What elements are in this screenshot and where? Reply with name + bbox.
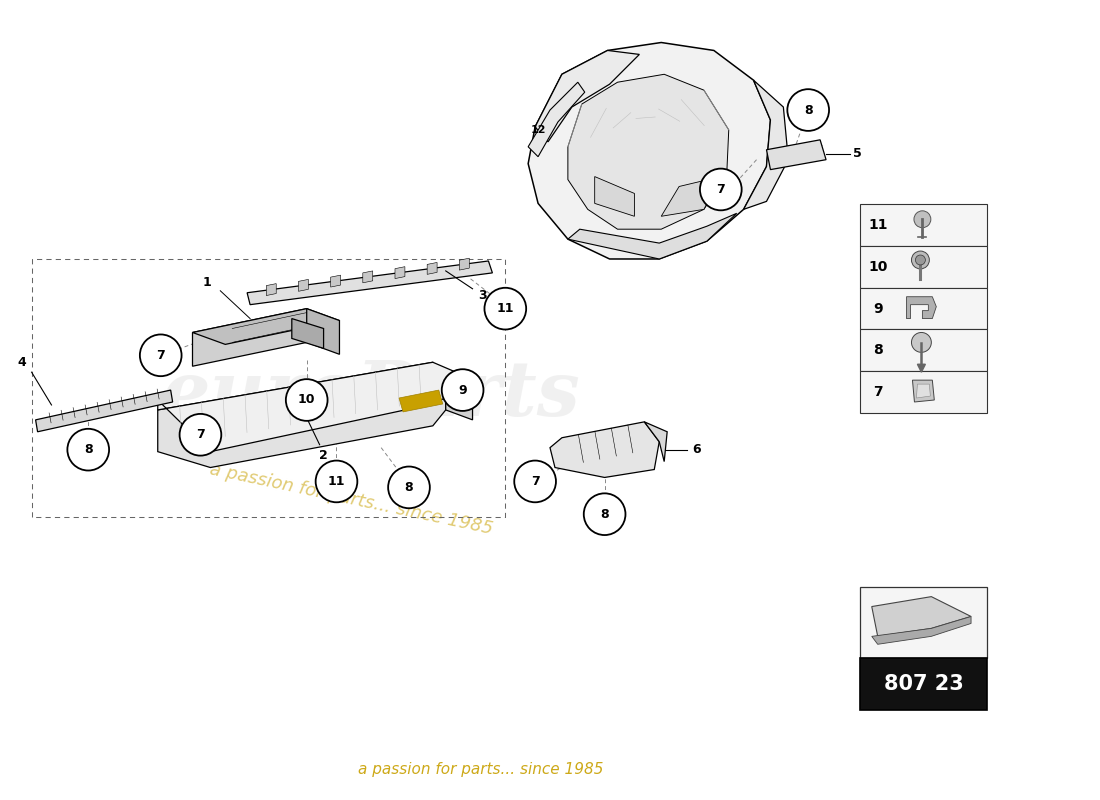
Polygon shape (906, 297, 936, 318)
Polygon shape (744, 80, 789, 210)
Text: 10: 10 (298, 394, 316, 406)
Polygon shape (528, 42, 770, 259)
Polygon shape (568, 214, 737, 259)
Circle shape (915, 255, 925, 265)
Polygon shape (595, 177, 635, 216)
Polygon shape (395, 266, 405, 278)
Circle shape (584, 494, 626, 535)
Text: 1: 1 (204, 276, 212, 290)
Polygon shape (157, 362, 461, 452)
Polygon shape (331, 275, 341, 287)
Circle shape (140, 334, 182, 376)
Polygon shape (363, 271, 373, 283)
Polygon shape (157, 362, 446, 467)
Text: 6: 6 (693, 443, 702, 456)
Circle shape (515, 461, 556, 502)
Circle shape (788, 89, 829, 131)
Polygon shape (917, 364, 925, 372)
Circle shape (179, 414, 221, 456)
Text: 7: 7 (196, 428, 205, 442)
Polygon shape (248, 261, 493, 305)
Polygon shape (446, 378, 473, 420)
FancyBboxPatch shape (860, 658, 987, 710)
Text: 9: 9 (459, 383, 466, 397)
Polygon shape (427, 262, 437, 274)
Circle shape (912, 251, 930, 269)
Text: 10: 10 (868, 260, 888, 274)
Text: 9: 9 (873, 302, 882, 316)
FancyBboxPatch shape (860, 246, 987, 288)
Text: 8: 8 (405, 481, 414, 494)
Text: 8: 8 (601, 508, 609, 521)
Circle shape (67, 429, 109, 470)
FancyBboxPatch shape (860, 330, 987, 371)
Circle shape (484, 288, 526, 330)
Circle shape (912, 333, 932, 352)
Circle shape (388, 466, 430, 508)
Polygon shape (192, 309, 307, 366)
Text: 8: 8 (872, 343, 882, 358)
Text: 2: 2 (319, 449, 328, 462)
Polygon shape (535, 50, 639, 142)
Text: a passion for parts... since 1985: a passion for parts... since 1985 (358, 762, 603, 777)
Text: 7: 7 (716, 183, 725, 196)
Circle shape (316, 461, 358, 502)
Text: 7: 7 (156, 349, 165, 362)
FancyBboxPatch shape (860, 204, 987, 246)
Text: 12: 12 (530, 125, 546, 135)
Polygon shape (568, 74, 728, 229)
Text: 11: 11 (868, 218, 888, 232)
Text: 8: 8 (804, 103, 813, 117)
Text: 807 23: 807 23 (883, 674, 964, 694)
Text: 7: 7 (873, 385, 882, 399)
Polygon shape (645, 422, 668, 462)
Polygon shape (266, 284, 276, 295)
Polygon shape (661, 177, 721, 216)
Text: 5: 5 (854, 147, 862, 160)
Polygon shape (550, 422, 659, 478)
Text: 11: 11 (328, 475, 345, 488)
FancyBboxPatch shape (860, 371, 987, 413)
FancyBboxPatch shape (860, 586, 987, 658)
Polygon shape (192, 309, 340, 344)
Text: a passion for parts... since 1985: a passion for parts... since 1985 (208, 461, 495, 538)
FancyBboxPatch shape (860, 288, 987, 330)
Circle shape (286, 379, 328, 421)
Text: 7: 7 (530, 475, 539, 488)
Circle shape (914, 211, 931, 228)
Polygon shape (871, 597, 971, 636)
Text: 8: 8 (84, 443, 92, 456)
Polygon shape (767, 140, 826, 170)
Polygon shape (528, 82, 585, 157)
Polygon shape (916, 384, 931, 398)
Circle shape (442, 370, 484, 411)
Polygon shape (460, 258, 470, 270)
Polygon shape (307, 309, 340, 354)
Polygon shape (399, 390, 442, 412)
Polygon shape (298, 279, 308, 291)
Text: 11: 11 (496, 302, 514, 315)
Text: euroParts: euroParts (162, 358, 581, 432)
Polygon shape (871, 617, 971, 644)
Polygon shape (913, 380, 934, 402)
Text: 3: 3 (478, 290, 487, 302)
Polygon shape (35, 390, 173, 432)
Circle shape (700, 169, 741, 210)
Polygon shape (292, 318, 323, 348)
Text: 4: 4 (18, 356, 26, 369)
